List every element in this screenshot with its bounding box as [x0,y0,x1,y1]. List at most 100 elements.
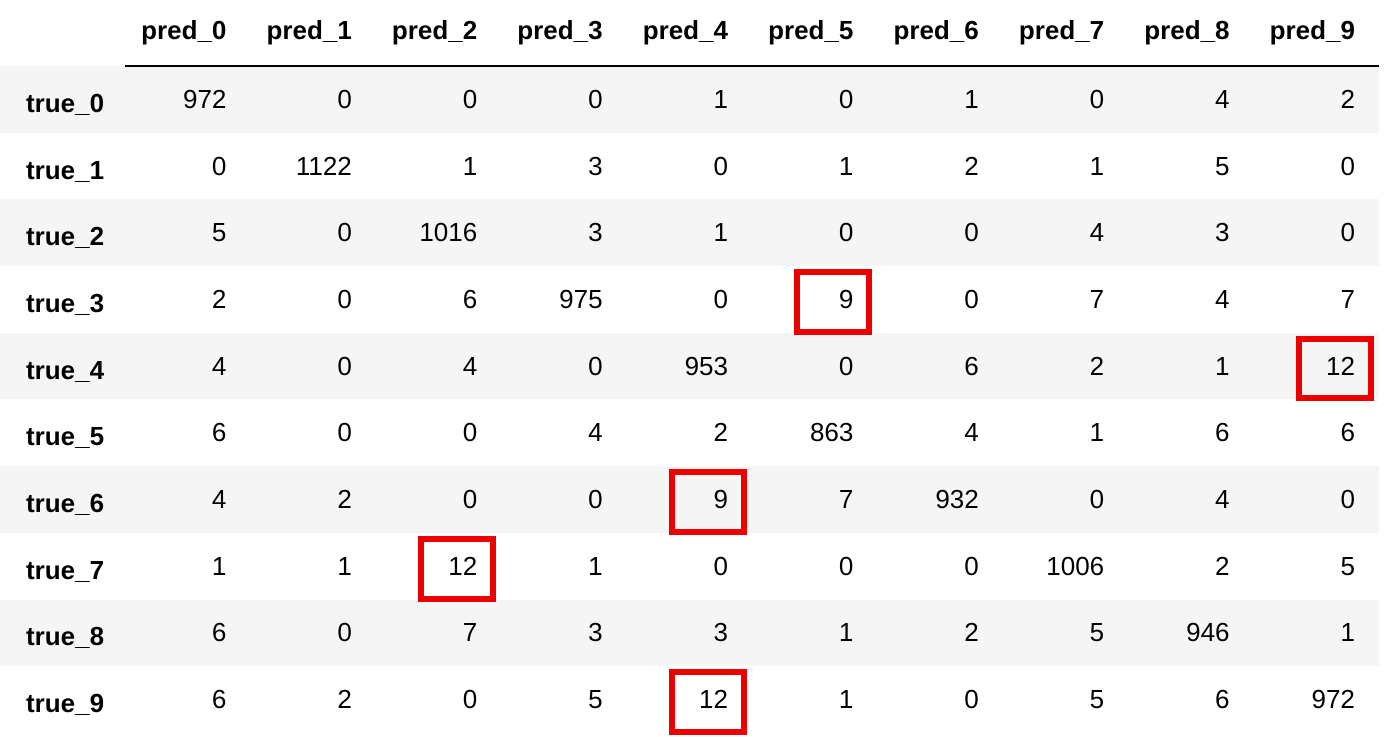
table-cell: 4 [1128,466,1254,533]
table-cell: 7 [751,466,878,533]
table-cell: 6 [1215,684,1230,715]
column-header-pred-2: pred_2 [375,0,502,67]
table-cell: 1122 [295,150,352,181]
row-label: true_5 [26,421,105,452]
table-cell: 0 [1002,66,1129,133]
table-cell: 1 [877,66,1003,133]
row-label: true_4 [0,332,125,400]
table-row: true_5 6 0 0 4 2 863 4 1 6 6 [0,399,1379,466]
table-body: true_0 972 0 0 0 1 0 1 0 4 2 true_1 0 1122 1 3 0 1 2 1 5 0 tru… [0,66,1379,735]
table-cell: 2 [877,599,1003,667]
table-cell: 863 [809,417,854,448]
table-cell: 7 [375,599,502,667]
table-cell: 3 [1128,199,1254,267]
table-cell: 4 [125,466,251,533]
row-label: true_0 [0,66,125,133]
table-cell: 2 [964,150,979,181]
table-cell: 0 [751,332,878,400]
table-cell: 6 [877,332,1003,400]
table-cell: 1 [626,66,752,133]
highlighted-cell: 9 [626,466,752,535]
table-cell: 1 [838,150,854,181]
table-cell: 5 [1215,150,1230,181]
table-cell: 7 [1340,283,1355,314]
table-cell: 0 [1253,466,1379,533]
table-cell: 1 [588,550,603,581]
highlighted-cell: 12 [627,666,752,735]
table-cell: 0 [250,332,376,400]
header-row: pred_0 pred_1 pred_2 pred_3 pred_4 pred_5 pred… [0,0,1379,67]
row-label: true_7 [26,554,105,585]
column-header-pred-3: pred_3 [501,0,627,67]
table-cell: 972 [1311,684,1355,715]
table-cell: 3 [501,599,627,667]
table-cell: 4 [1215,283,1230,314]
row-label: true_2 [0,199,125,267]
table-row: true_9 6 2 0 5 12 1 0 5 6 972 [0,666,1379,735]
table-cell: 0 [751,66,878,133]
table-cell: 0 [964,550,979,581]
table-row: true_8 6 0 7 3 3 1 2 5 946 1 [0,599,1379,667]
table-cell: 1 [1253,599,1379,667]
table-cell: 5 [1089,684,1105,715]
highlighted-cell: 12 [376,533,501,602]
table-cell: 1 [751,599,878,667]
column-header-pred-5: pred_5 [751,0,878,67]
table-cell: 0 [751,199,878,267]
table-cell: 946 [1128,599,1254,667]
table-cell: 2 [250,466,376,533]
table-cell: 1 [1089,417,1105,448]
column-header-pred-0: pred_0 [125,0,251,67]
table-cell: 0 [250,66,376,133]
table-cell: 0 [211,150,227,181]
table-cell: 0 [964,684,979,715]
table-cell: 0 [713,150,728,181]
table-cell: 3 [588,150,603,181]
table-cell: 4 [125,332,251,400]
table-cell: 2 [1215,550,1230,581]
table-cell: 4 [1128,66,1254,133]
table-cell: 6 [211,417,227,448]
table-cell: 5 [1002,599,1129,667]
table-cell: 6 [211,684,227,715]
table-row: true_7 1 1 12 1 0 0 0 1006 2 5 [0,533,1379,602]
corner-cell [0,0,125,66]
table-cell: 0 [713,550,728,581]
column-header-pred-1: pred_1 [250,0,376,67]
table-cell: 0 [462,684,478,715]
table-cell: 972 [125,66,251,133]
table-cell: 0 [1340,150,1355,181]
table-cell: 2 [713,417,728,448]
table-cell: 7 [1089,283,1105,314]
column-header-pred-6: pred_6 [877,0,1003,67]
table-cell: 6 [1215,417,1230,448]
table-cell: 4 [375,332,502,400]
table-cell: 0 [250,199,376,267]
table-cell: 0 [337,417,352,448]
table-cell: 0 [964,283,979,314]
table-cell: 4 [964,417,979,448]
row-label: true_1 [26,154,105,185]
table-cell: 5 [1340,550,1355,581]
table-row: true_3 2 0 6 975 0 9 0 7 4 7 [0,266,1379,335]
table-cell: 5 [588,684,603,715]
table-cell: 0 [838,550,854,581]
table-cell: 1 [838,684,854,715]
table-cell: 0 [501,66,627,133]
row-label: true_9 [26,688,105,719]
table-cell: 6 [125,599,251,667]
table-cell: 0 [877,199,1003,267]
table-row: true_4 4 0 4 0 953 0 6 2 1 12 [0,332,1379,402]
table-cell: 0 [462,417,478,448]
table-cell: 0 [501,466,627,533]
table-cell: 0 [1253,199,1379,267]
highlighted-cell: 12 [1253,332,1379,402]
table-cell: 4 [1002,199,1129,267]
table-cell: 0 [713,283,728,314]
row-label: true_6 [0,466,125,533]
table-cell: 2 [1253,66,1379,133]
table-row: true_1 0 1122 1 3 0 1 2 1 5 0 [0,133,1379,200]
row-label: true_3 [26,287,105,318]
column-header-pred-8: pred_8 [1128,0,1254,67]
